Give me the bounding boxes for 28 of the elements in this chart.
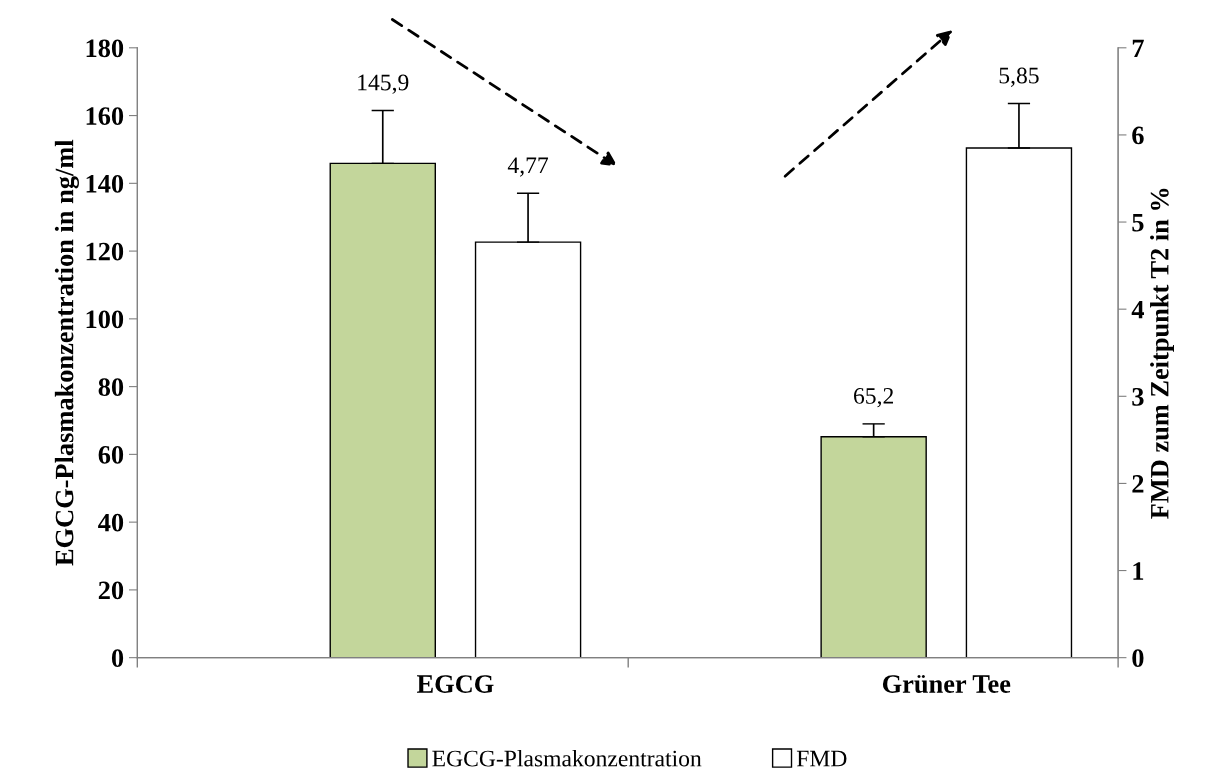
data-label: 5,85 [999, 67, 1039, 87]
legend-label: FMD [796, 750, 847, 767]
data-label: 145,9 [358, 74, 409, 94]
x-tick-label: EGCG [417, 675, 494, 693]
y-tick-label: 180 [86, 39, 124, 58]
y2-axis-title: FMD zum Zeitpunkt T2 in % [1150, 188, 1174, 519]
data-label: 4,77 [507, 157, 549, 177]
y-tick-label: 160 [86, 107, 124, 125]
y2-tick-label: 6 [1132, 126, 1144, 145]
y-tick-label: 0 [111, 649, 124, 668]
y2-tick-label: 0 [1132, 649, 1144, 668]
x-tick-label: Grüner Tee [882, 674, 1011, 693]
y-tick-label: 60 [98, 445, 124, 464]
y-tick-label: 20 [98, 581, 124, 600]
y2-tick-label: 4 [1131, 300, 1145, 319]
y2-tick-label: 7 [1132, 39, 1144, 57]
y-axis-title: EGCG-Plasmakonzentration in ng/ml [54, 139, 79, 566]
y-tick-label: 80 [98, 378, 124, 397]
y-tick-label: 100 [86, 310, 124, 329]
y2-tick-label: 3 [1132, 387, 1144, 406]
y-tick-label: 140 [86, 174, 124, 193]
y-tick-label: 120 [86, 242, 124, 261]
legend-label: EGCG-Plasmakonzentration [432, 749, 702, 767]
data-label: 65,2 [854, 387, 894, 408]
y2-tick-label: 5 [1132, 213, 1144, 232]
y2-tick-label: 2 [1132, 475, 1144, 493]
y2-tick-label: 1 [1133, 562, 1144, 580]
y-tick-label: 40 [98, 513, 124, 532]
